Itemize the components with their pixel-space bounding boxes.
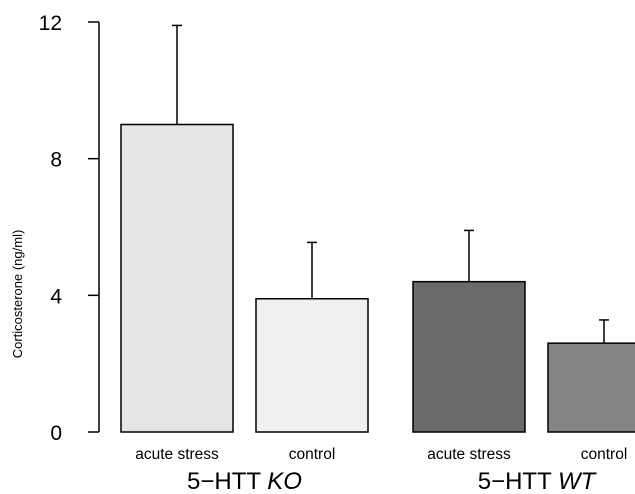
y-tick-label: 8 [50, 149, 62, 172]
y-tick-label: 12 [39, 12, 62, 35]
group-label-prefix: 5−HTT [478, 468, 558, 494]
bars [120, 123, 635, 433]
category-label: control [289, 446, 336, 463]
bar-0-1 [255, 298, 369, 433]
group-label: 5−HTT KO [187, 468, 302, 494]
group-label-prefix: 5−HTT [187, 468, 267, 494]
error-bars [172, 24, 609, 344]
bar-1-1 [547, 342, 635, 433]
category-labels: acute stress control 5−HTT KO acute stress c… [135, 446, 627, 494]
y-axis: 0 4 8 12 [39, 12, 100, 445]
y-tick-label: 4 [50, 285, 62, 308]
y-tick-label: 0 [50, 422, 62, 445]
y-axis-label: Corticosterone (ng/ml) [10, 230, 25, 359]
group-label-genotype: WT [558, 468, 598, 494]
bar-1-0 [412, 280, 526, 433]
bar-0-0 [120, 123, 234, 433]
category-label: acute stress [427, 446, 511, 463]
group-label-genotype: KO [267, 468, 302, 494]
category-label: acute stress [135, 446, 219, 463]
category-label: control [581, 446, 628, 463]
group-label: 5−HTT WT [478, 468, 598, 494]
